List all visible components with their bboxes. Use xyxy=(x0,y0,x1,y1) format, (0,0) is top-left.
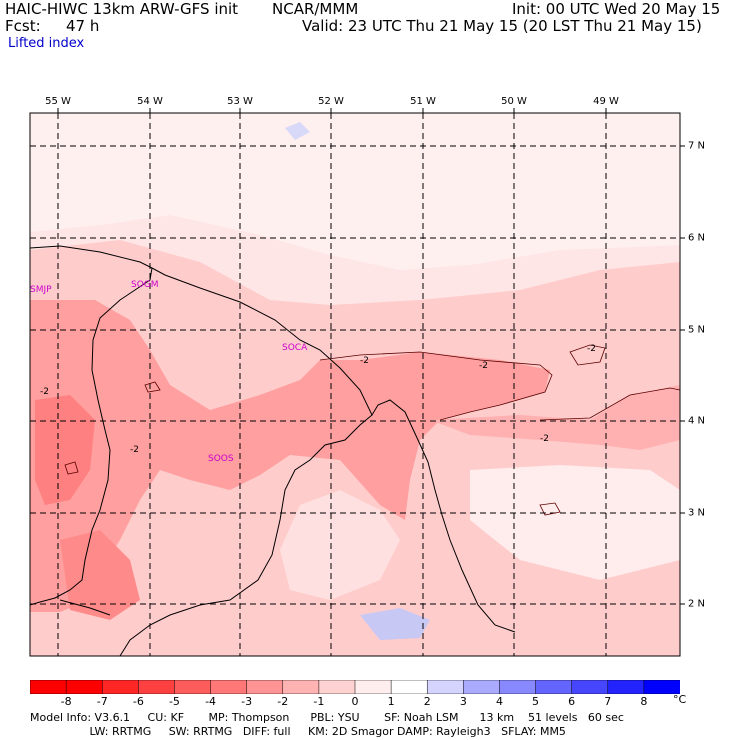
contour-label: -2 xyxy=(130,445,139,455)
colorbar-swatch xyxy=(643,680,680,694)
station-soca: SOCA xyxy=(282,343,308,353)
field-name: Lifted index xyxy=(8,36,85,51)
lon-label: 52 W xyxy=(318,96,344,107)
contour-label: -2 xyxy=(587,344,596,354)
colorbar-swatch xyxy=(282,680,320,694)
contour-minus2-b xyxy=(569,344,606,366)
model-info-line2: LW: RRTMG SW: RRTMG DIFF: full KM: 2D Sm… xyxy=(30,725,566,738)
colorbar-tick-label: -8 xyxy=(60,695,72,708)
map-frame xyxy=(29,112,681,657)
lon-label: 50 W xyxy=(501,96,527,107)
colorbar-tick-label: 0 xyxy=(351,695,359,708)
coastline xyxy=(29,245,516,633)
light-region-north xyxy=(30,113,680,270)
lat-label: 4 N xyxy=(688,415,706,427)
station-soos: SOOS xyxy=(208,454,234,464)
station-sogm: SOGM xyxy=(131,280,159,290)
contour-minus2-a xyxy=(319,351,553,421)
colorbar-swatch xyxy=(101,680,140,694)
political-boundaries xyxy=(29,245,516,657)
forecast-hour: 47 h xyxy=(66,17,100,35)
init-time: Init: 00 UTC Wed 20 May 15 xyxy=(512,0,721,18)
colorbar-swatch xyxy=(571,680,609,694)
colorbar-tick-label: 2 xyxy=(423,695,431,708)
contour-label: -2 xyxy=(40,387,49,397)
lat-label: 2 N xyxy=(688,598,706,610)
model-title: HAIC-HIWC 13km ARW-GFS init xyxy=(5,0,239,18)
colorbar-swatch xyxy=(535,680,573,694)
lon-label: 55 W xyxy=(45,96,71,107)
colorbar xyxy=(30,680,680,694)
station-labels: SMJP SOGM SOCA SOOS xyxy=(30,280,308,464)
shade-minus3-southwest xyxy=(60,530,140,620)
colorbar-swatch xyxy=(65,680,103,694)
colorbar-tick-label: -3 xyxy=(241,695,253,708)
contour-label: -2 xyxy=(540,434,549,444)
colorbar-tick-label: 4 xyxy=(495,695,503,708)
graticule xyxy=(30,113,680,656)
colorbar-swatch xyxy=(318,680,356,694)
shade-minus2-east xyxy=(430,385,680,450)
colorbar-swatch xyxy=(174,680,212,694)
colorbar-swatch xyxy=(138,680,176,694)
colorbar-swatch xyxy=(246,680,284,694)
station-smjp: SMJP xyxy=(30,285,52,295)
colorbar-tick-label: -1 xyxy=(313,695,325,708)
lat-label: 7 N xyxy=(688,140,706,152)
lat-label: 5 N xyxy=(688,324,706,336)
contour-minus2-c xyxy=(539,387,681,421)
colorbar-swatch xyxy=(390,680,428,694)
colorbar-swatch xyxy=(30,680,67,694)
contour-label: -2 xyxy=(360,356,369,366)
lon-label: 54 W xyxy=(137,96,163,107)
axis-ticks xyxy=(57,108,685,605)
forecast-label: Fcst: xyxy=(5,17,41,35)
shade-minus2-west xyxy=(30,300,550,612)
colorbar-tick-label: -5 xyxy=(168,695,180,708)
border-suriname-french-guiana xyxy=(29,267,153,606)
colorbar-tick-label: 8 xyxy=(640,695,648,708)
shade-minus3-west xyxy=(35,395,95,505)
light-pocket-east xyxy=(470,465,680,580)
positive-patch-south xyxy=(360,608,430,640)
org-label: NCAR/MMM xyxy=(272,0,359,18)
lat-label: 6 N xyxy=(688,232,706,244)
lat-label: 3 N xyxy=(688,507,706,519)
colorbar-swatch xyxy=(463,680,501,694)
colorbar-swatch xyxy=(354,680,392,694)
colorbar-swatch xyxy=(499,680,537,694)
border-french-guiana-brazil xyxy=(119,414,373,657)
colorbar-swatch xyxy=(210,680,248,694)
contour-label: -2 xyxy=(479,361,488,371)
colorbar-tick-label: 5 xyxy=(532,695,540,708)
colorbar-unit: °C xyxy=(673,693,687,706)
colorbar-tick-label: 6 xyxy=(568,695,576,708)
lon-label: 49 W xyxy=(593,96,619,107)
border-southwest xyxy=(59,599,111,616)
colorbar-tick-label: -7 xyxy=(96,695,108,708)
contour-minus2-e xyxy=(64,461,79,475)
contour-labels: -2 -2 -2 -2 -2 -2 xyxy=(40,344,596,455)
colorbar-tick-label: -4 xyxy=(205,695,217,708)
lon-label: 51 W xyxy=(410,96,436,107)
colorbar-swatch xyxy=(426,680,465,694)
colorbar-tick-label: 7 xyxy=(604,695,612,708)
colorbar-tick-label: -2 xyxy=(277,695,289,708)
contour-minus2-f xyxy=(144,381,161,393)
contours xyxy=(64,344,681,516)
colorbar-swatch xyxy=(607,680,645,694)
contour-minus2-d xyxy=(539,502,561,516)
light-pocket-south xyxy=(280,490,400,600)
colorbar-tick-label: 3 xyxy=(459,695,467,708)
lon-label: 53 W xyxy=(227,96,253,107)
positive-patch-north xyxy=(285,122,310,140)
colorbar-tick-label: -6 xyxy=(132,695,144,708)
model-info-line1: Model Info: V3.6.1 CU: KF MP: Thompson P… xyxy=(30,711,624,724)
colorbar-tick-label: 1 xyxy=(387,695,395,708)
valid-time: Valid: 23 UTC Thu 21 May 15 (20 LST Thu … xyxy=(302,17,702,35)
